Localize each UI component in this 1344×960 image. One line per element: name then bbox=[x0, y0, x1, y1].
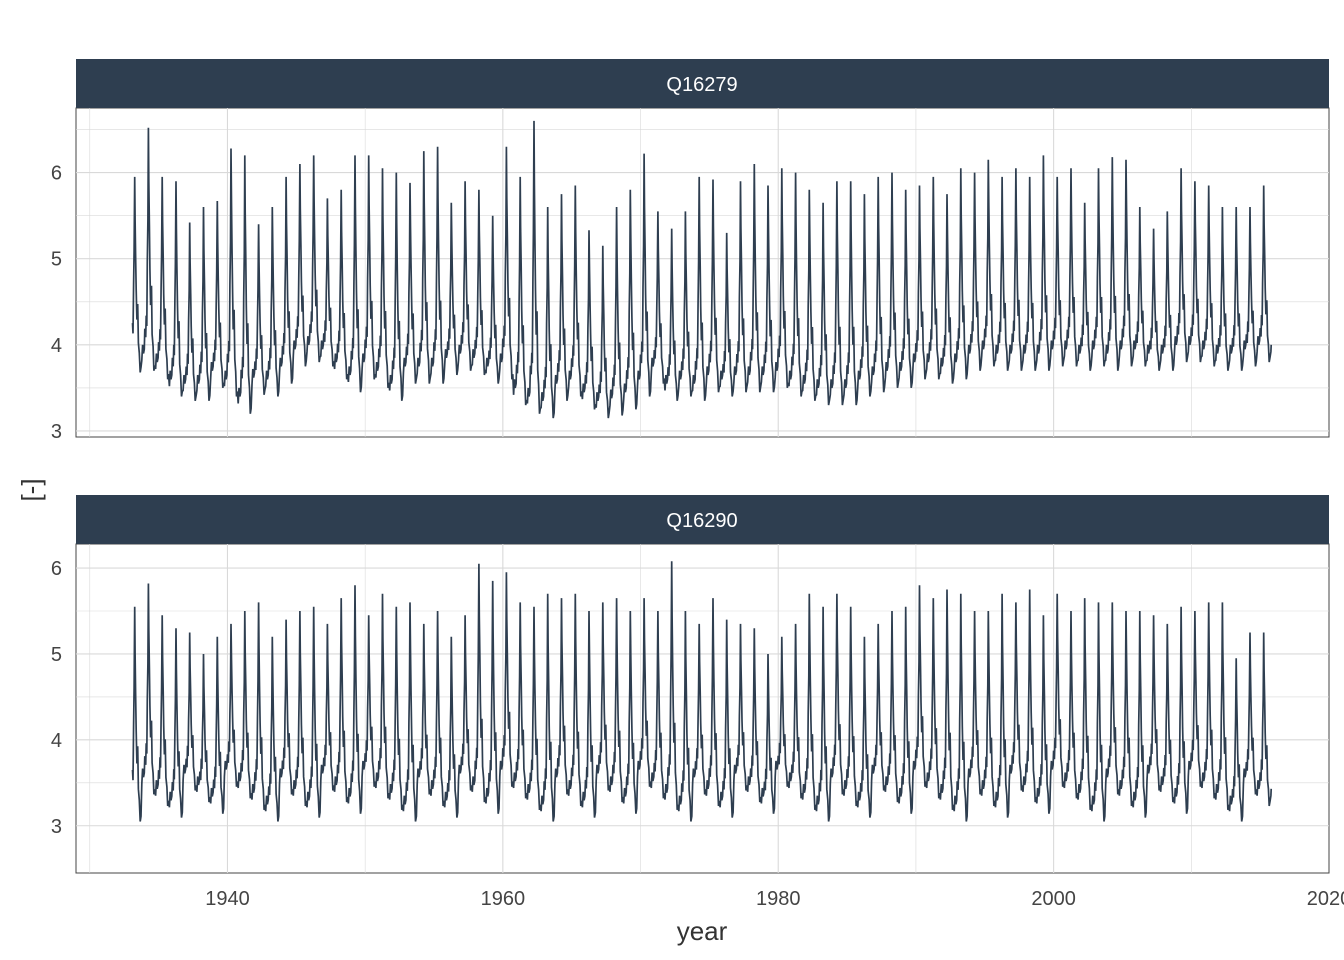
panel-top-y-ticks: 3 4 5 6 bbox=[51, 163, 62, 443]
panel-top-strip-label: Q16279 bbox=[666, 74, 737, 96]
panel-bottom-series-line bbox=[131, 561, 1273, 822]
y-axis-title: [-] bbox=[16, 478, 46, 501]
panel-bottom-y-tick-label: 3 bbox=[51, 816, 62, 838]
x-axis-ticks: 1940 1960 1980 2000 2020 bbox=[205, 888, 1344, 910]
panel-top-y-tick-label: 5 bbox=[51, 249, 62, 271]
panel-bottom-y-ticks: 3 4 5 6 bbox=[51, 558, 62, 838]
panel-bottom: 3 4 5 6 Q16290 bbox=[51, 495, 1330, 874]
x-tick-label: 1960 bbox=[481, 888, 526, 910]
x-tick-label: 2000 bbox=[1031, 888, 1076, 910]
x-tick-label: 1940 bbox=[205, 888, 250, 910]
x-axis-title: year bbox=[677, 916, 728, 946]
x-tick-label: 1980 bbox=[756, 888, 801, 910]
panel-bottom-y-tick-label: 5 bbox=[51, 644, 62, 666]
panel-bottom-y-tick-label: 4 bbox=[51, 730, 62, 752]
panel-bottom-strip bbox=[76, 495, 1329, 544]
panel-top-y-tick-label: 6 bbox=[51, 163, 62, 185]
panel-top-strip bbox=[76, 59, 1329, 108]
x-tick-label: 2020 bbox=[1307, 888, 1344, 910]
panel-top-series-line bbox=[131, 120, 1273, 419]
panel-top-y-tick-label: 3 bbox=[51, 421, 62, 443]
panel-bottom-strip-label: Q16290 bbox=[666, 510, 737, 532]
panel-top: 3 4 5 6 Q16279 bbox=[51, 59, 1330, 443]
panel-top-y-tick-label: 4 bbox=[51, 335, 62, 357]
panel-bottom-y-tick-label: 6 bbox=[51, 558, 62, 580]
